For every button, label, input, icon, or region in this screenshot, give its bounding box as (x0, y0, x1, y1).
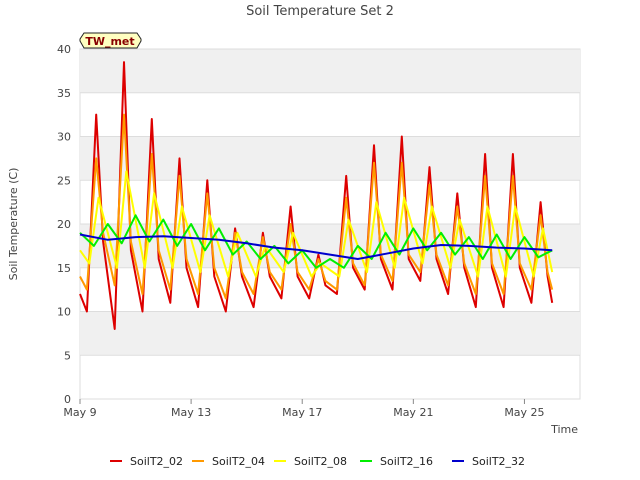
grid-band (80, 49, 580, 93)
grid-band (80, 224, 580, 268)
legend-item-soilt2_08: SoilT2_08 (294, 455, 347, 468)
legend-item-soilt2_04: SoilT2_04 (212, 455, 265, 468)
legend: SoilT2_02 SoilT2_04 SoilT2_08 SoilT2_16 Soil… (110, 455, 525, 468)
y-tick-label: 40 (57, 43, 71, 56)
y-tick-label: 10 (57, 306, 71, 319)
grid-lines (80, 48, 580, 400)
grid-band (80, 136, 580, 181)
series-line-soilt2_32 (79, 233, 553, 260)
y-tick-label: 20 (57, 218, 71, 231)
grid-band (80, 311, 580, 356)
x-axis-ticks: May 9 May 13 May 17 May 21 May 25 (63, 399, 545, 419)
y-tick-label: 30 (57, 131, 71, 144)
y-axis-label: Soil Temperature (C) (7, 168, 20, 281)
legend-item-soilt2_02: SoilT2_02 (130, 455, 183, 468)
y-tick-label: 35 (57, 87, 71, 100)
x-tick-label: May 21 (393, 406, 433, 419)
y-tick-label: 15 (57, 262, 71, 275)
x-axis-label: Time (550, 423, 578, 436)
x-tick-label: May 9 (63, 406, 96, 419)
site-label: TW_met (85, 35, 134, 48)
x-tick-label: May 25 (504, 406, 544, 419)
chart-title: Soil Temperature Set 2 (246, 4, 394, 19)
y-axis-ticks: 0 5 10 15 20 25 30 35 40 (57, 43, 71, 406)
y-tick-label: 0 (64, 393, 71, 406)
y-tick-label: 5 (64, 349, 71, 362)
series-line-soilt2_08 (79, 170, 554, 278)
x-tick-label: May 13 (171, 406, 211, 419)
x-tick-label: May 17 (282, 406, 322, 419)
legend-item-soilt2_16: SoilT2_16 (380, 455, 433, 468)
series-lines (79, 61, 554, 330)
series-line-soilt2_16 (79, 214, 553, 269)
legend-item-soilt2_32: SoilT2_32 (472, 455, 525, 468)
y-tick-label: 25 (57, 174, 71, 187)
site-label-badge: TW_met (79, 32, 142, 49)
grid-bands (80, 49, 580, 356)
